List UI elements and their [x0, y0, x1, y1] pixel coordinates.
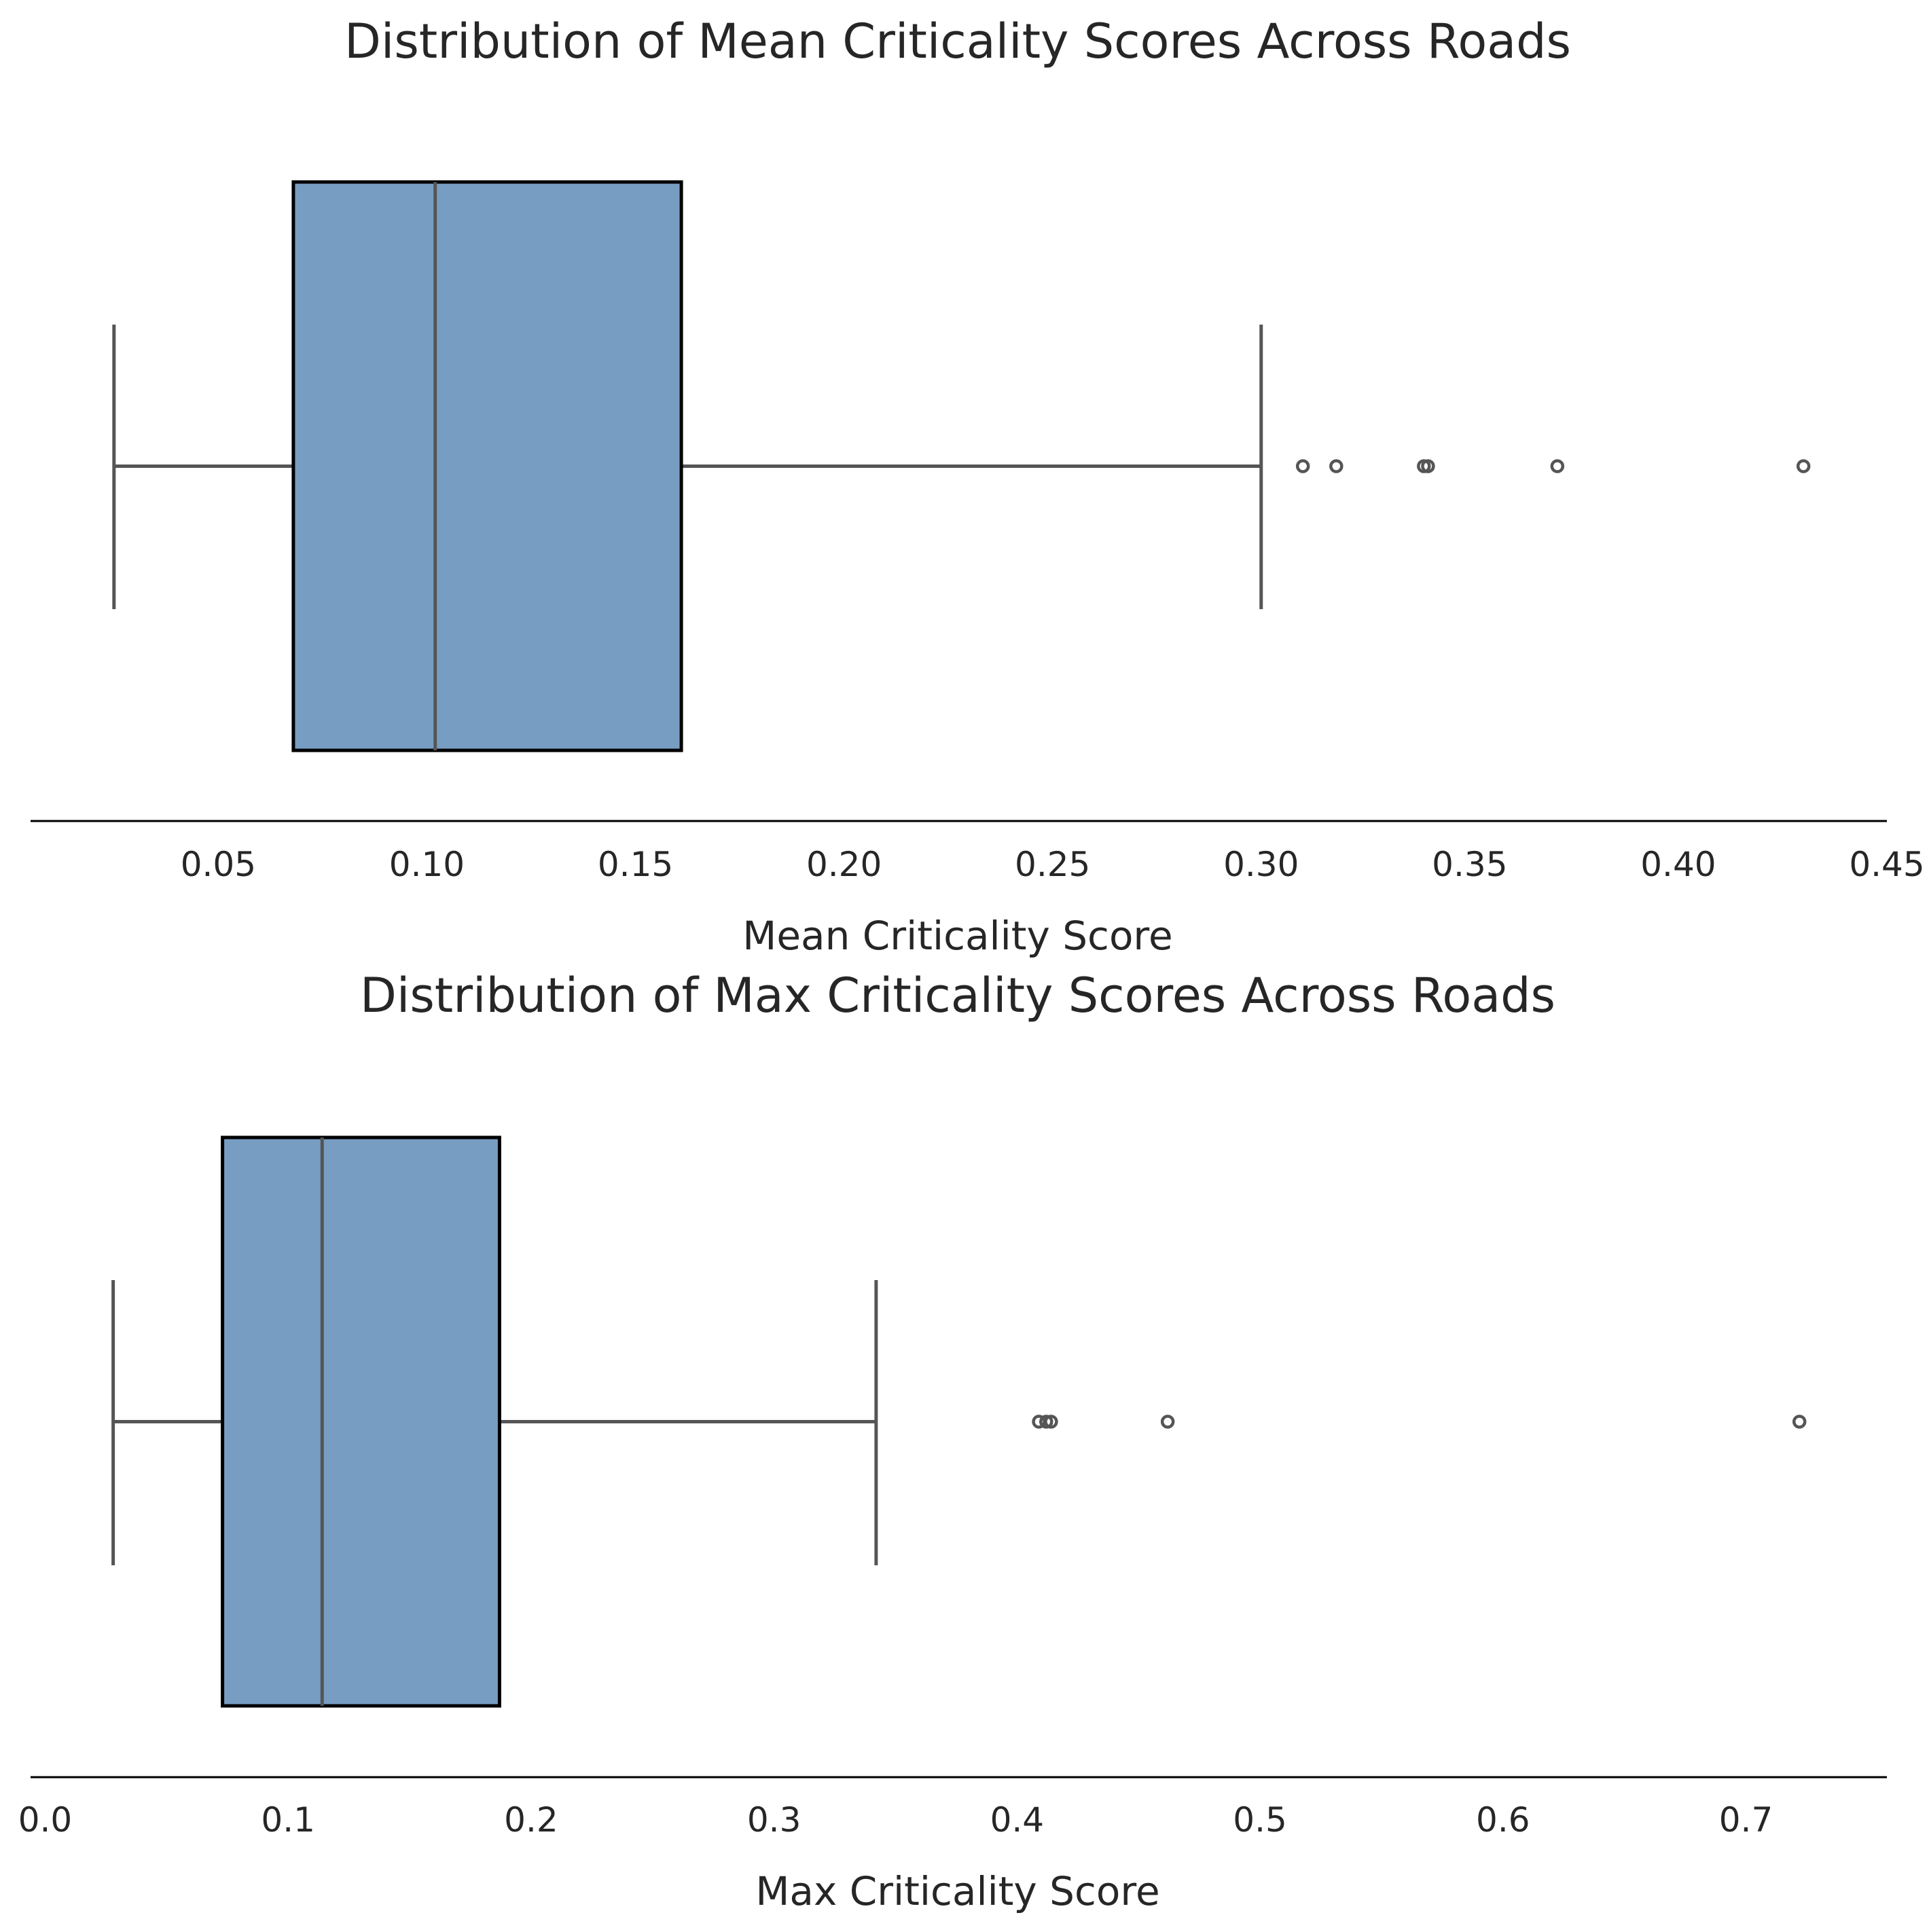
x-tick-label: 0.6	[1476, 1800, 1530, 1840]
outlier-point	[1044, 1415, 1058, 1429]
x-tick-label: 0.45	[1849, 845, 1924, 884]
x-tick-label: 0.5	[1233, 1800, 1287, 1840]
outlier-point	[1039, 1415, 1053, 1429]
outlier-point	[1295, 459, 1310, 473]
iqr-box	[221, 1135, 501, 1708]
x-tick-label: 0.2	[504, 1800, 558, 1840]
x-axis-label: Mean Criticality Score	[742, 913, 1172, 959]
outlier-point	[1160, 1415, 1175, 1429]
x-tick-label: 0.25	[1015, 845, 1090, 884]
chart-title: Distribution of Mean Criticality Scores …	[344, 14, 1571, 69]
outlier-point	[1550, 459, 1565, 473]
iqr-box	[291, 180, 683, 752]
x-tick-label: 0.7	[1719, 1800, 1773, 1840]
x-tick-label: 0.20	[806, 845, 882, 884]
x-tick-label: 0.35	[1432, 845, 1507, 884]
x-tick-label: 0.40	[1640, 845, 1716, 884]
x-tick-label: 0.4	[990, 1800, 1045, 1840]
x-tick-label: 0.1	[261, 1800, 315, 1840]
x-tick-label: 0.3	[747, 1800, 801, 1840]
x-tick-label: 0.15	[598, 845, 673, 884]
outlier-point	[1792, 1415, 1807, 1429]
outlier-point	[1329, 459, 1344, 473]
outlier-point	[1421, 459, 1435, 473]
x-tick-label: 0.05	[181, 845, 256, 884]
x-tick-label: 0.10	[389, 845, 465, 884]
box-plot-panel-2: Distribution of Max Criticality Scores A…	[18, 968, 1887, 1914]
x-tick-label: 0.30	[1223, 845, 1299, 884]
x-axis-label: Max Criticality Score	[755, 1868, 1159, 1914]
chart-title: Distribution of Max Criticality Scores A…	[360, 968, 1555, 1023]
outlier-point	[1796, 459, 1811, 473]
box-plot-panel-1: Distribution of Mean Criticality Scores …	[31, 14, 1925, 959]
x-tick-label: 0.0	[18, 1800, 73, 1840]
